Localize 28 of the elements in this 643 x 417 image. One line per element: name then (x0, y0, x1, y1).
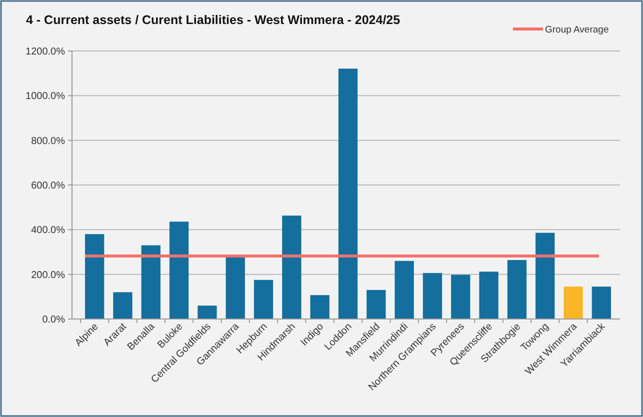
bar (254, 280, 274, 319)
y-tick-label: 200.0% (31, 270, 66, 281)
bar (113, 292, 132, 319)
y-tick-label: 1000.0% (26, 91, 66, 102)
bar (310, 295, 330, 319)
y-tick-label: 400.0% (31, 225, 66, 236)
chart-title: 4 - Current assets / Curent Liabilities - West Wimmera - 2024/25 (26, 13, 400, 27)
bar (85, 234, 104, 319)
bar (226, 256, 245, 319)
bar (198, 306, 217, 319)
bar (282, 216, 302, 319)
y-tick-label: 600.0% (31, 180, 66, 192)
y-tick-label: 0.0% (42, 314, 66, 326)
bar (564, 286, 583, 319)
bar (169, 222, 189, 319)
bar (536, 232, 555, 319)
bar (507, 260, 527, 319)
bar (422, 272, 442, 319)
bar (366, 290, 386, 319)
y-tick-label: 1200.0% (26, 46, 66, 58)
bar (141, 245, 160, 319)
y-tick-label: 800.0% (31, 136, 66, 147)
bar (394, 260, 414, 319)
bar (451, 274, 470, 319)
bar (338, 68, 358, 319)
bar (592, 286, 611, 319)
bar (479, 272, 498, 319)
legend-label: Group Average (545, 24, 609, 36)
